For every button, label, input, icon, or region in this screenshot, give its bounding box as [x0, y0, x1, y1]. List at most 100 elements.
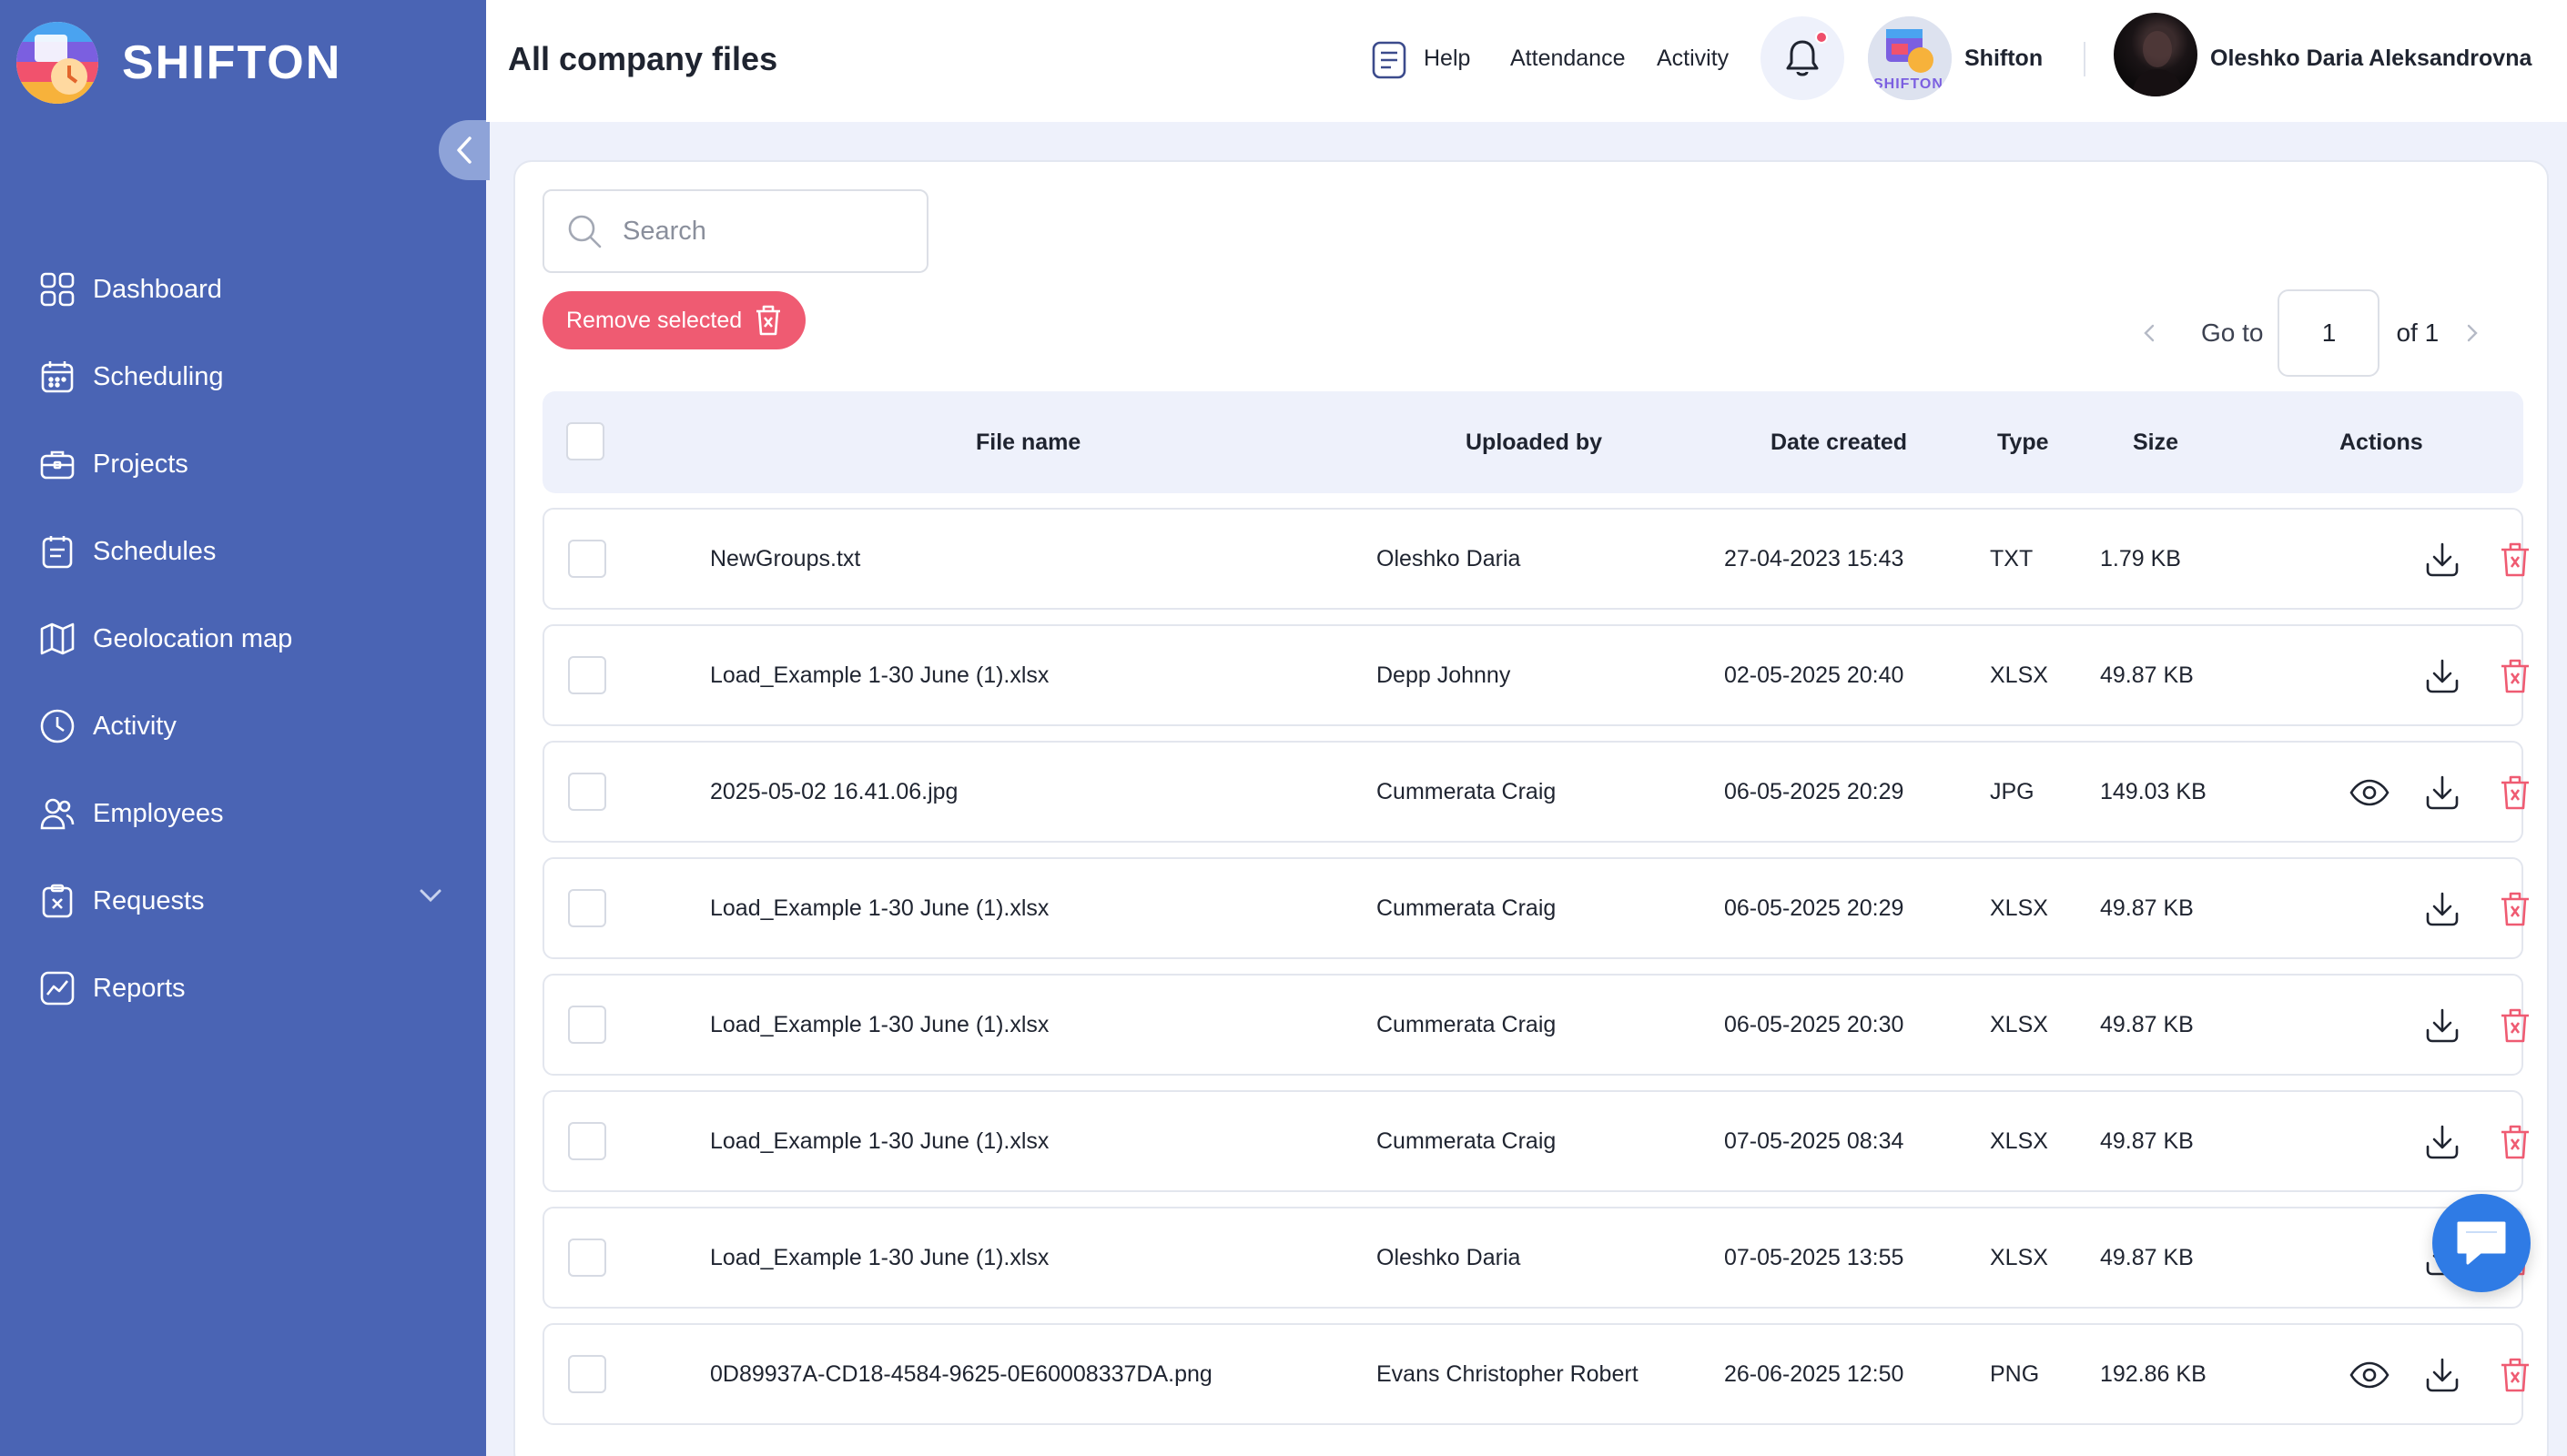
company-avatar[interactable]: SHIFTON	[1868, 16, 1952, 100]
file-name-cell[interactable]: Load_Example 1-30 June (1).xlsx	[710, 1245, 1050, 1270]
row-checkbox[interactable]	[568, 1355, 606, 1393]
download-icon[interactable]	[2420, 1352, 2465, 1398]
download-icon[interactable]	[2420, 886, 2465, 932]
file-name-cell[interactable]: NewGroups.txt	[710, 546, 861, 571]
uploaded-by-cell: Depp Johnny	[1376, 662, 1511, 688]
delete-trash-icon[interactable]	[2492, 1119, 2538, 1165]
search-input[interactable]	[623, 216, 914, 247]
column-type[interactable]: Type	[1997, 430, 2049, 455]
chevron-left-icon	[457, 136, 472, 164]
chat-button[interactable]	[2432, 1194, 2531, 1292]
uploaded-by-cell: Cummerata Craig	[1376, 895, 1557, 921]
delete-trash-icon[interactable]	[2492, 1003, 2538, 1048]
type-cell: XLSX	[1990, 1012, 2048, 1037]
company-name[interactable]: Shifton	[1964, 46, 2044, 71]
row-checkbox[interactable]	[568, 1239, 606, 1277]
sidebar-item-reports[interactable]: Reports	[0, 945, 486, 1032]
row-checkbox[interactable]	[568, 540, 606, 578]
download-icon[interactable]	[2420, 653, 2465, 699]
table-row[interactable]: Load_Example 1-30 June (1).xlsx Depp John…	[543, 624, 2529, 726]
file-name-cell[interactable]: 0D89937A-CD18-4584-9625-0E60008337DA.png	[710, 1361, 1212, 1387]
download-icon[interactable]	[2420, 1003, 2465, 1048]
sidebar-item-schedules[interactable]: Schedules	[0, 508, 486, 595]
bell-icon	[1786, 40, 1819, 76]
size-cell: 1.79 KB	[2100, 546, 2181, 571]
row-checkbox[interactable]	[568, 773, 606, 811]
pagination: Go to of 1	[2136, 289, 2486, 377]
sidebar-item-label: Dashboard	[93, 274, 222, 304]
select-all-checkbox[interactable]	[566, 422, 604, 460]
type-cell: XLSX	[1990, 662, 2048, 688]
table-row[interactable]: Load_Example 1-30 June (1).xlsx Oleshko D…	[543, 1207, 2529, 1309]
chevron-down-icon[interactable]	[419, 888, 442, 903]
preview-eye-icon[interactable]	[2347, 1352, 2392, 1398]
chevron-left-icon	[2144, 324, 2155, 342]
help-icon[interactable]	[1371, 40, 1407, 85]
page-number-input[interactable]	[2278, 289, 2380, 377]
sidebar-item-activity[interactable]: Activity	[0, 682, 486, 770]
sidebar-item-geolocation-map[interactable]: Geolocation map	[0, 595, 486, 682]
notifications-button[interactable]	[1760, 16, 1844, 100]
preview-eye-icon[interactable]	[2347, 770, 2392, 815]
delete-trash-icon[interactable]	[2492, 886, 2538, 932]
activity-link[interactable]: Activity	[1657, 46, 1730, 71]
help-link[interactable]: Help	[1424, 46, 1471, 71]
size-cell: 49.87 KB	[2100, 895, 2194, 921]
download-icon[interactable]	[2420, 770, 2465, 815]
delete-trash-icon[interactable]	[2492, 1352, 2538, 1398]
delete-trash-icon[interactable]	[2492, 653, 2538, 699]
delete-trash-icon[interactable]	[2492, 537, 2538, 582]
calendar-icon	[38, 358, 76, 396]
file-name-cell[interactable]: 2025-05-02 16.41.06.jpg	[710, 779, 959, 804]
file-name-cell[interactable]: Load_Example 1-30 June (1).xlsx	[710, 662, 1050, 688]
row-checkbox[interactable]	[568, 1006, 606, 1044]
size-cell: 49.87 KB	[2100, 1128, 2194, 1154]
date-created-cell: 27-04-2023 15:43	[1724, 546, 1904, 571]
sidebar-item-label: Reports	[93, 973, 186, 1003]
sidebar-item-dashboard[interactable]: Dashboard	[0, 246, 486, 333]
sidebar-item-requests[interactable]: Requests	[0, 857, 486, 945]
sidebar-nav: Dashboard Scheduling Projects Schedules …	[0, 246, 486, 1032]
next-page-button[interactable]	[2459, 323, 2486, 343]
header-divider	[2084, 42, 2085, 76]
row-checkbox[interactable]	[568, 1122, 606, 1160]
row-checkbox[interactable]	[568, 656, 606, 694]
table-row[interactable]: Load_Example 1-30 June (1).xlsx Cummerata…	[543, 1090, 2529, 1192]
table-row[interactable]: Load_Example 1-30 June (1).xlsx Cummerata…	[543, 974, 2529, 1076]
map-icon	[38, 620, 76, 658]
file-name-cell[interactable]: Load_Example 1-30 June (1).xlsx	[710, 1128, 1050, 1154]
collapse-sidebar-button[interactable]	[439, 120, 490, 180]
download-icon[interactable]	[2420, 1119, 2465, 1165]
attendance-link[interactable]: Attendance	[1510, 46, 1626, 71]
sidebar-item-employees[interactable]: Employees	[0, 770, 486, 857]
uploaded-by-cell: Evans Christopher Robert	[1376, 1361, 1639, 1387]
sidebar-item-projects[interactable]: Projects	[0, 420, 486, 508]
table-row[interactable]: 2025-05-02 16.41.06.jpg Cummerata Craig 06…	[543, 741, 2529, 843]
file-name-cell[interactable]: Load_Example 1-30 June (1).xlsx	[710, 1012, 1050, 1037]
remove-selected-label: Remove selected	[566, 307, 743, 333]
download-icon[interactable]	[2420, 537, 2465, 582]
column-date-created[interactable]: Date created	[1771, 430, 1908, 455]
sidebar-item-scheduling[interactable]: Scheduling	[0, 333, 486, 420]
remove-selected-button[interactable]: Remove selected	[543, 291, 807, 349]
table-row[interactable]: NewGroups.txt Oleshko Daria 27-04-2023 15:…	[543, 508, 2529, 610]
brand-logo[interactable]: SHIFTON	[16, 22, 341, 104]
page-title: All company files	[508, 40, 778, 77]
size-cell: 149.03 KB	[2100, 779, 2207, 804]
table-row[interactable]: Load_Example 1-30 June (1).xlsx Cummerata…	[543, 857, 2529, 959]
delete-trash-icon[interactable]	[2492, 770, 2538, 815]
type-cell: JPG	[1990, 779, 2034, 804]
prev-page-button[interactable]	[2136, 323, 2163, 343]
column-actions: Actions	[2339, 430, 2423, 455]
column-file-name[interactable]: File name	[976, 430, 1081, 455]
user-avatar[interactable]	[2114, 13, 2197, 96]
column-size[interactable]: Size	[2133, 430, 2179, 455]
column-uploaded-by[interactable]: Uploaded by	[1466, 430, 1603, 455]
table-row[interactable]: 0D89937A-CD18-4584-9625-0E60008337DA.png…	[543, 1323, 2529, 1425]
user-name[interactable]: Oleshko Daria Aleksandrovna	[2210, 46, 2532, 71]
search-box[interactable]	[543, 189, 928, 273]
file-name-cell[interactable]: Load_Example 1-30 June (1).xlsx	[710, 895, 1050, 921]
uploaded-by-cell: Cummerata Craig	[1376, 779, 1557, 804]
row-checkbox[interactable]	[568, 889, 606, 927]
dashboard-icon	[38, 270, 76, 308]
